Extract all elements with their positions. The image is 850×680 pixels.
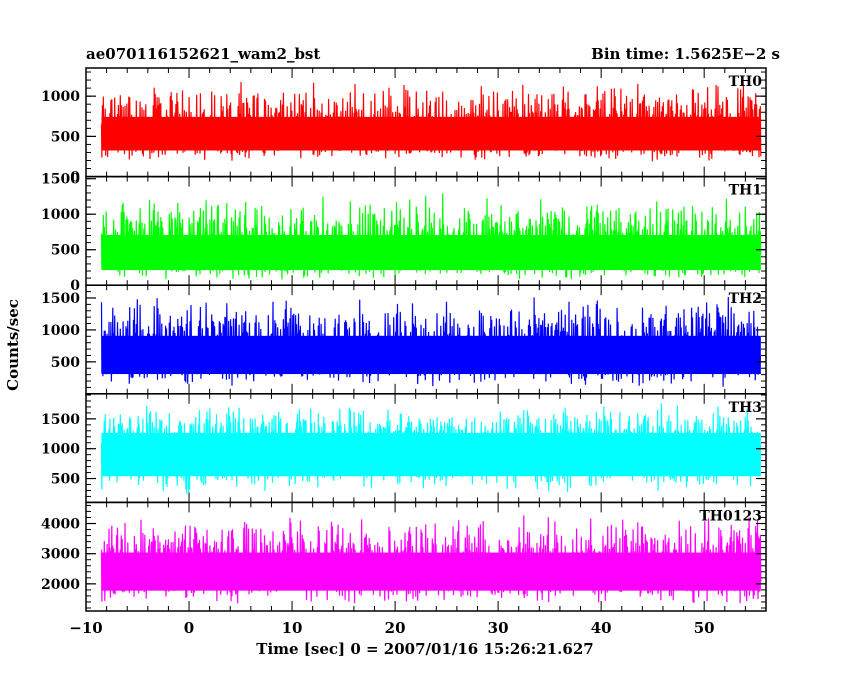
x-tick-label: 50 (694, 619, 715, 637)
y-tick-label: 500 (51, 355, 80, 371)
y-tick-label: 2000 (41, 577, 80, 593)
series-core-th1 (101, 234, 761, 271)
panels-group: 0 500 1000 TH0 0 500 1000 1500 TH1 500 1000 1500 TH2… (41, 67, 767, 612)
y-tick-label: 500 (51, 129, 80, 145)
y-axis-label: Counts/sec (4, 299, 22, 391)
y-tick-label: 1500 (41, 172, 80, 188)
panel-frame (85, 501, 767, 612)
series-core-th0123 (101, 552, 761, 591)
panel-th3: 500 1000 1500 TH3 (41, 393, 767, 504)
panel-label: TH0123 (699, 508, 762, 524)
x-tick-label: 10 (282, 619, 303, 637)
y-tick-label: 1000 (41, 207, 80, 223)
y-tick-label: 500 (51, 243, 80, 259)
x-tick-label: 0 (184, 619, 194, 637)
y-tick-label: 0 (70, 278, 80, 294)
y-tick-label: 4000 (41, 517, 80, 533)
series-core-th0 (101, 116, 761, 151)
panel-label: TH3 (729, 400, 762, 416)
panel-th0: 0 500 1000 TH0 (41, 67, 767, 186)
panel-label: TH2 (729, 291, 762, 307)
x-tick-label: 20 (385, 619, 406, 637)
y-tick-label: 1500 (41, 291, 80, 307)
series-core-th2 (101, 335, 761, 375)
x-axis-label: Time [sec] 0 = 2007/01/16 15:26:21.627 (256, 640, 593, 658)
x-tick-label: −10 (69, 619, 102, 637)
x-tick-label: 30 (488, 619, 509, 637)
y-tick-label: 3000 (41, 547, 80, 563)
panel-th0123: 2000 3000 4000 TH0123 (41, 501, 767, 612)
y-tick-label: 500 (51, 472, 80, 488)
y-tick-label: 0 (70, 170, 80, 186)
panel-label: TH1 (729, 183, 762, 199)
series-core-th3 (101, 433, 761, 477)
y-tick-label: 1000 (41, 89, 80, 105)
chart-title-right: Bin time: 1.5625E−2 s (591, 45, 780, 63)
panel-th2: 500 1000 1500 TH2 (41, 284, 767, 395)
panel-th1: 0 500 1000 1500 TH1 (41, 172, 767, 294)
y-tick-label: 1000 (41, 442, 80, 458)
panel-label: TH0 (729, 74, 763, 90)
chart-title-left: ae070116152621_wam2_bst (86, 45, 320, 63)
y-tick-label: 1500 (41, 412, 80, 428)
x-axis: −10 0 10 20 30 40 50 (69, 619, 714, 637)
x-tick-label: 40 (591, 619, 612, 637)
y-tick-label: 1000 (41, 323, 80, 339)
